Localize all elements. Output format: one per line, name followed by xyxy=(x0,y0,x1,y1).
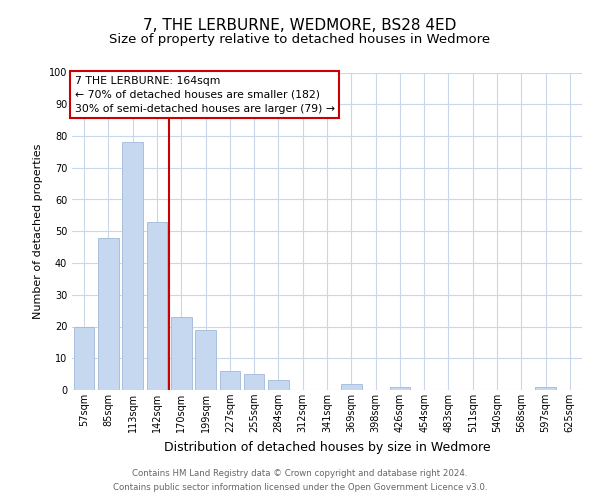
Bar xyxy=(389,387,410,390)
X-axis label: Distribution of detached houses by size in Wedmore: Distribution of detached houses by size … xyxy=(164,440,490,454)
Text: Contains public sector information licensed under the Open Government Licence v3: Contains public sector information licen… xyxy=(113,484,487,492)
Text: 7 THE LERBURNE: 164sqm
← 70% of detached houses are smaller (182)
30% of semi-de: 7 THE LERBURNE: 164sqm ← 70% of detached… xyxy=(74,76,335,114)
Bar xyxy=(98,238,119,390)
Bar xyxy=(74,326,94,390)
Text: 7, THE LERBURNE, WEDMORE, BS28 4ED: 7, THE LERBURNE, WEDMORE, BS28 4ED xyxy=(143,18,457,32)
Text: Size of property relative to detached houses in Wedmore: Size of property relative to detached ho… xyxy=(109,34,491,46)
Bar xyxy=(268,380,289,390)
Bar xyxy=(244,374,265,390)
Text: Contains HM Land Registry data © Crown copyright and database right 2024.: Contains HM Land Registry data © Crown c… xyxy=(132,468,468,477)
Y-axis label: Number of detached properties: Number of detached properties xyxy=(33,144,43,319)
Bar xyxy=(171,317,191,390)
Bar xyxy=(535,387,556,390)
Bar xyxy=(195,330,216,390)
Bar xyxy=(341,384,362,390)
Bar xyxy=(220,371,240,390)
Bar xyxy=(146,222,167,390)
Bar xyxy=(122,142,143,390)
